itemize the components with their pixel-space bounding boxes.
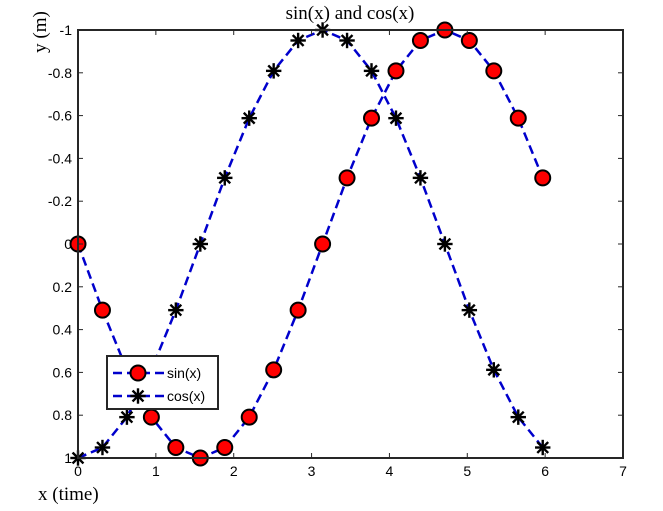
point-cos: [339, 32, 355, 49]
legend-box: [106, 355, 219, 410]
legend-marker-cos: [130, 388, 146, 404]
point-sin: [338, 169, 356, 187]
point-sin: [509, 109, 527, 127]
x-tick-label: 4: [386, 463, 394, 479]
point-sin: [460, 31, 478, 49]
legend-label-cos: cos(x): [167, 388, 205, 404]
point-sin: [289, 301, 307, 319]
legend-asterisk: [130, 388, 146, 404]
point-sin: [240, 408, 258, 426]
point-cos: [168, 302, 184, 318]
chart-title: sin(x) and cos(x): [286, 3, 415, 24]
point-cos: [437, 236, 453, 252]
point-sin: [485, 62, 503, 80]
point-cos: [290, 32, 306, 49]
legend-label-sin: sin(x): [167, 365, 201, 381]
point-sin: [216, 439, 234, 457]
legend: sin(x) cos(x): [106, 355, 219, 410]
y-tick-label: -0.8: [48, 65, 72, 81]
x-tick-label: 1: [152, 463, 160, 479]
point-cos: [461, 302, 478, 318]
point-cos: [241, 110, 257, 126]
point-cos: [486, 362, 502, 378]
point-sin: [411, 31, 429, 49]
point-sin: [363, 109, 381, 127]
point-cos: [119, 409, 135, 425]
tick-layer: 0 1 2 3 4 5 6 7-1-0.8-0.6-0.4-0.200.20.40.60.81: [48, 22, 627, 479]
point-cos: [94, 439, 111, 456]
y-tick-label: -0.4: [48, 150, 72, 166]
y-tick-label: 0.6: [53, 364, 73, 380]
x-tick-label: 0: [74, 463, 82, 479]
point-cos: [412, 170, 429, 186]
point-sin: [142, 408, 160, 426]
x-tick-label: 2: [230, 463, 238, 479]
point-sin: [167, 439, 185, 457]
y-tick-label: -1: [60, 22, 73, 38]
y-tick-label: 0.8: [53, 407, 73, 423]
point-sin: [314, 235, 332, 253]
point-sin: [387, 62, 405, 80]
x-tick-label: 7: [619, 463, 627, 479]
x-tick-label: 3: [308, 463, 316, 479]
point-cos: [265, 63, 282, 79]
y-tick-label: 0.2: [53, 279, 73, 295]
point-cos: [217, 170, 233, 186]
point-cos: [363, 63, 380, 79]
point-cos: [192, 236, 209, 252]
x-axis-label: x (time): [38, 484, 99, 505]
y-tick-label: 0.4: [53, 322, 73, 338]
y-tick-label: -0.6: [48, 108, 72, 124]
point-sin: [93, 301, 111, 319]
point-cos: [510, 409, 526, 425]
point-sin: [265, 361, 283, 379]
legend-marker-sin: [129, 364, 147, 382]
y-tick-label: -0.2: [48, 193, 72, 209]
point-cos: [388, 110, 404, 126]
y-tick-label: 1: [64, 450, 72, 466]
x-tick-label: 5: [463, 463, 471, 479]
y-axis-label: y (m): [30, 11, 51, 53]
y-tick-label: 0: [64, 236, 72, 252]
x-tick-label: 6: [541, 463, 549, 479]
point-cos: [535, 439, 551, 456]
point-sin: [534, 169, 552, 187]
